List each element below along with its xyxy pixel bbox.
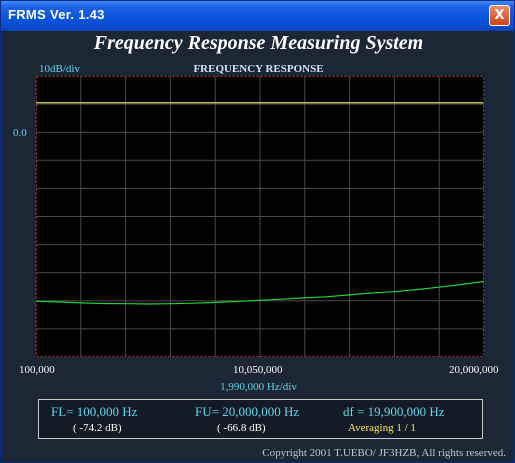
x-division-label: 1,990,000 Hz/div — [220, 381, 297, 393]
lower-frequency: FL= 100,000 Hz — [51, 404, 138, 419]
x-tick-end: 20,000,000 — [449, 364, 499, 376]
copyright-text: Copyright 2001 T.UEBO/ JF3HZB, All right… — [262, 447, 506, 459]
close-button[interactable]: X — [489, 5, 510, 26]
title-bar[interactable]: FRMS Ver. 1.43 X — [1, 1, 514, 31]
frequency-span: df = 19,900,000 Hz — [343, 404, 445, 419]
reference-level-label: 0.0 — [13, 127, 27, 139]
plot-border — [36, 76, 484, 357]
averaging-status: Averaging 1 / 1 — [348, 422, 416, 434]
upper-frequency: FU= 20,000,000 Hz — [195, 404, 300, 419]
plot-area — [36, 76, 484, 357]
window-title: FRMS Ver. 1.43 — [8, 7, 105, 22]
upper-frequency-level: ( -66.8 dB) — [217, 422, 266, 434]
close-icon: X — [494, 8, 505, 23]
app-title: Frequency Response Measuring System — [93, 32, 424, 54]
response-trace — [36, 280, 484, 305]
x-tick-start: 100,000 — [19, 364, 55, 376]
y-scale-label: 10dB/div — [39, 63, 80, 75]
frequency-response-chart — [36, 76, 484, 357]
lower-frequency-level: ( -74.2 dB) — [73, 422, 122, 434]
info-panel: FL= 100,000 Hz FU= 20,000,000 Hz df = 19… — [38, 399, 483, 439]
graph-title: FREQUENCY RESPONSE — [193, 63, 324, 75]
x-tick-center: 10,050,000 — [233, 364, 283, 376]
